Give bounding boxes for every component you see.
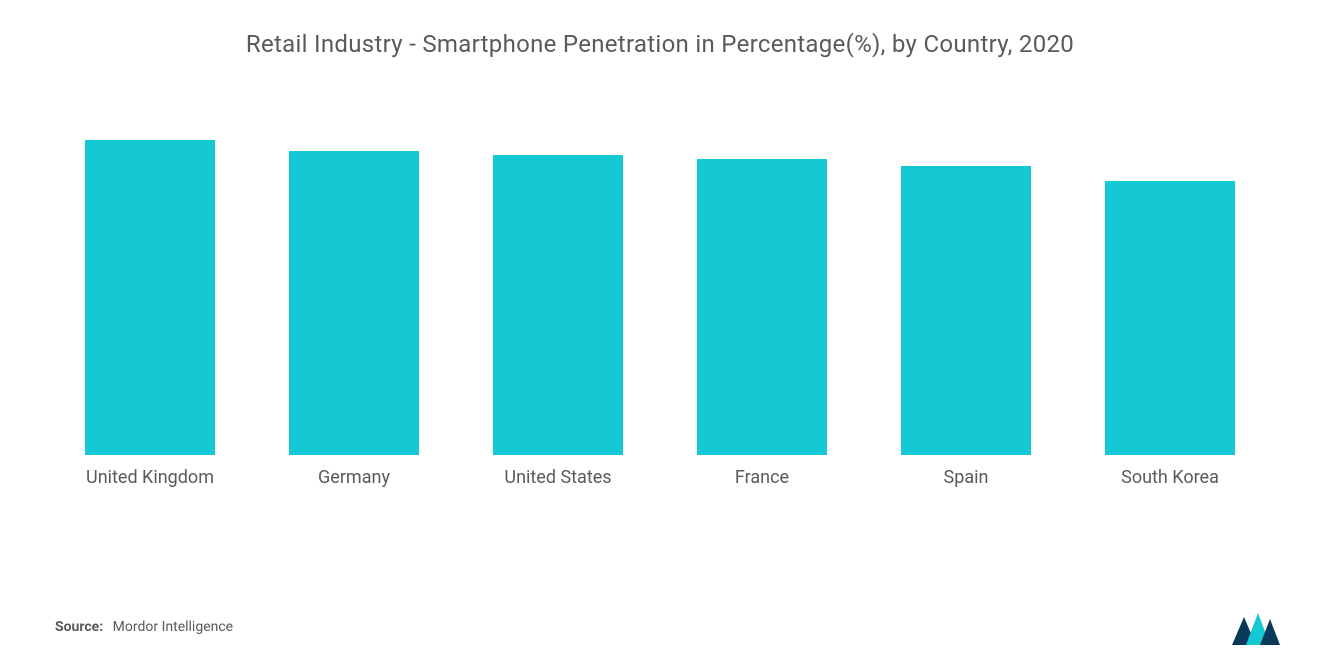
bar-4 xyxy=(901,166,1031,455)
bar-0 xyxy=(85,140,215,455)
bar-label-5: South Korea xyxy=(1121,467,1219,488)
bar-label-0: United Kingdom xyxy=(86,467,214,488)
bar-label-3: France xyxy=(735,467,789,488)
source-label: Source: xyxy=(55,619,103,635)
bar-label-1: Germany xyxy=(318,467,390,488)
bar-label-4: Spain xyxy=(944,467,989,488)
bar-group-2: United States xyxy=(458,155,658,488)
chart-title: Retail Industry - Smartphone Penetration… xyxy=(40,30,1280,58)
chart-area: United Kingdom Germany United States Fra… xyxy=(40,108,1280,568)
bar-group-4: Spain xyxy=(866,166,1066,488)
bar-group-0: United Kingdom xyxy=(50,140,250,488)
bar-2 xyxy=(493,155,623,455)
bar-group-5: South Korea xyxy=(1070,181,1270,488)
bar-label-2: United States xyxy=(504,467,611,488)
bar-3 xyxy=(697,159,827,455)
bar-5 xyxy=(1105,181,1235,455)
bar-group-1: Germany xyxy=(254,151,454,488)
bars-row: United Kingdom Germany United States Fra… xyxy=(40,108,1280,488)
source-line: Source: Mordor Intelligence xyxy=(55,619,233,635)
bar-1 xyxy=(289,151,419,455)
bar-group-3: France xyxy=(662,159,862,488)
source-value: Mordor Intelligence xyxy=(113,619,233,635)
brand-logo-icon xyxy=(1232,609,1280,645)
chart-container: Retail Industry - Smartphone Penetration… xyxy=(0,0,1320,665)
